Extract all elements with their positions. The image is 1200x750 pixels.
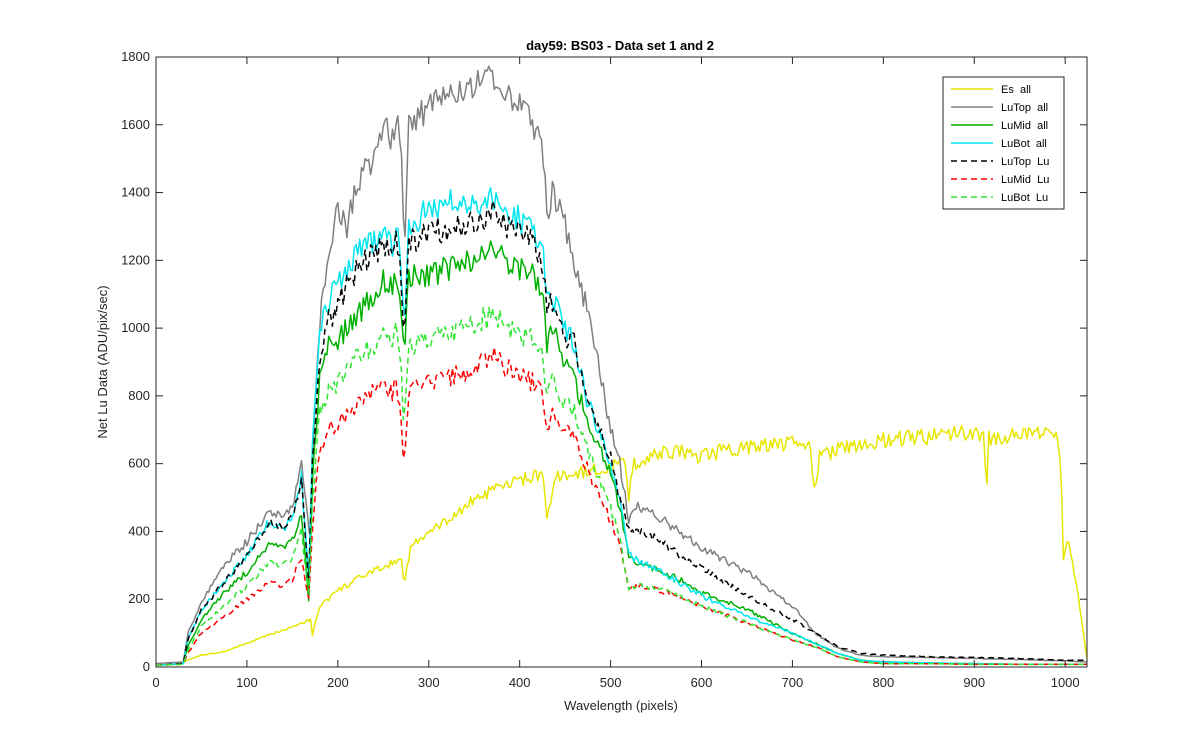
y-tick-label: 400 (128, 523, 150, 538)
axes-box (155, 56, 1088, 668)
x-tick-label: 400 (509, 675, 531, 690)
series-line-5 (155, 200, 1087, 667)
x-tick-label: 900 (963, 675, 985, 690)
legend-entry-label: LuMid Lu (1001, 174, 1049, 186)
x-tick-label: 200 (327, 675, 349, 690)
y-tick-label: 1200 (121, 252, 150, 267)
legend-entry-label: LuTop all (1001, 102, 1048, 114)
legend-entry-label: Es all (1001, 84, 1031, 96)
y-tick-label: 600 (128, 456, 150, 471)
x-tick-label: 100 (236, 675, 258, 690)
x-tick-label: 800 (872, 675, 894, 690)
series-line-7 (155, 306, 1088, 667)
x-tick-label: 300 (418, 675, 440, 690)
series-line-1 (155, 424, 1088, 667)
x-axis-label: Wavelength (pixels) (564, 698, 678, 713)
tick-layer: 0 100 200 300 400 500 600 700 800 900 1000 0 200 400 6… (121, 49, 1087, 690)
y-tick-label: 800 (128, 388, 150, 403)
y-tick-label: 1400 (121, 185, 150, 200)
y-tick-label: 1000 (121, 320, 150, 335)
x-tick-label: 0 (152, 675, 159, 690)
legend-entry-label: LuTop Lu (1001, 156, 1049, 168)
y-tick-label: 200 (128, 591, 150, 606)
legend-entry-label: LuMid all (1001, 120, 1048, 132)
x-tick-label: 1000 (1051, 675, 1080, 690)
legend: Es all LuTop all LuMid all LuBot all LuTop L… (942, 76, 1065, 210)
y-tick-label: 0 (143, 659, 150, 674)
x-tick-label: 500 (600, 675, 622, 690)
y-axis-label: Net Lu Data (ADU/pix/sec) (95, 285, 110, 438)
chart-title: day59: BS03 - Data set 1 and 2 (526, 38, 714, 53)
series-layer (155, 65, 1088, 667)
y-tick-label: 1600 (121, 117, 150, 132)
x-tick-label: 700 (782, 675, 804, 690)
legend-entry-label: LuBot all (1001, 138, 1047, 150)
y-tick-label: 1800 (121, 49, 150, 64)
legend-entry-label: LuBot Lu (1001, 192, 1048, 204)
x-tick-label: 600 (691, 675, 713, 690)
plot-area (156, 57, 1087, 667)
